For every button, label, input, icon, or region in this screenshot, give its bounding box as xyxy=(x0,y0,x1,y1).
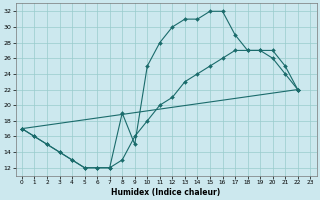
X-axis label: Humidex (Indice chaleur): Humidex (Indice chaleur) xyxy=(111,188,221,197)
